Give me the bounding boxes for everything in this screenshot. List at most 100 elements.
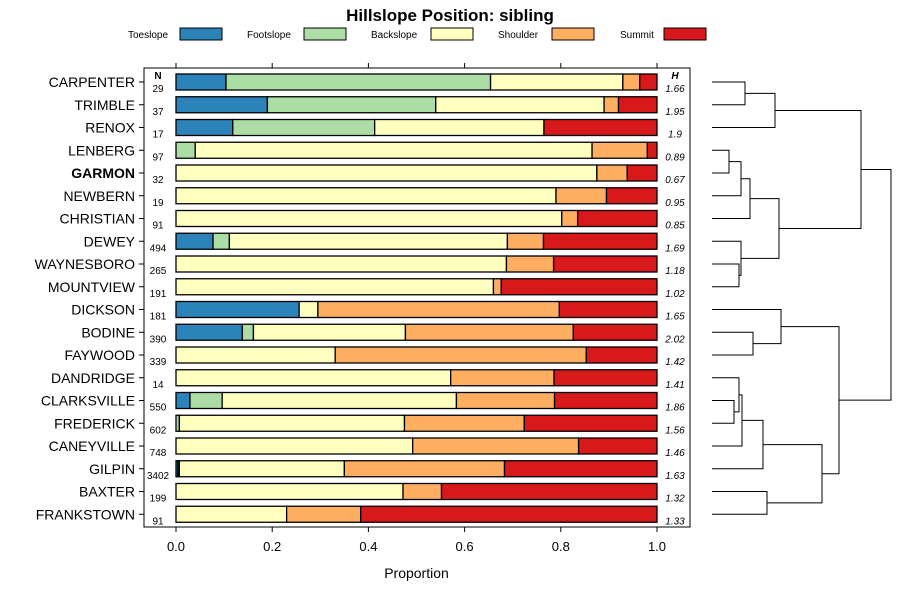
dendrogram-branch [712, 81, 746, 106]
bar-segment-shoulder [285, 505, 362, 523]
bar-segment-shoulder [450, 369, 555, 387]
soil-name-label: TRIMBLE [74, 97, 135, 113]
bar-segment-summit [576, 209, 658, 228]
bar-segment-summit [500, 278, 658, 296]
row-clarksville: CLARKSVILLE 550 1.86 [41, 391, 685, 414]
row-garmon: GARMON 32 0.67 [71, 164, 685, 186]
bar-segment-shoulder [334, 346, 587, 364]
bar-segment-backslope [178, 460, 346, 478]
bar-segment-toeslope [175, 232, 214, 250]
soil-name-label: CARPENTER [49, 74, 135, 90]
soil-name-label: DEWEY [84, 233, 136, 249]
soil-name-label: RENOX [85, 120, 135, 136]
bar-segment-backslope [252, 323, 407, 341]
n-value: 91 [152, 221, 164, 232]
bar-segment-footslope [189, 391, 223, 410]
h-value: 1.32 [665, 494, 685, 505]
bar-segment-toeslope [175, 323, 244, 341]
soil-name-label: CLARKSVILLE [41, 393, 135, 409]
n-value: 37 [152, 107, 164, 118]
dendrogram-branch [712, 149, 730, 174]
bar-segment-shoulder [402, 482, 443, 501]
row-caneyville: CANEYVILLE 748 1.46 [49, 437, 685, 459]
h-value: 1.02 [665, 289, 685, 300]
legend-label-backslope: Backslope [371, 30, 418, 41]
bar-segment-backslope [175, 209, 563, 228]
bar-segment-shoulder [317, 300, 561, 319]
n-value: 550 [150, 403, 167, 414]
bar-segment-footslope [232, 118, 376, 137]
bar-segment-backslope [175, 369, 452, 387]
n-value: 265 [150, 266, 167, 277]
dendrogram-branch [712, 240, 742, 276]
bar-segment-shoulder [506, 232, 545, 250]
bar-segment-shoulder [404, 323, 574, 341]
bar-segment-summit [553, 369, 658, 387]
bar-segment-footslope [225, 73, 492, 91]
soil-name-label: FAYWOOD [64, 347, 135, 363]
bar-segment-shoulder [555, 187, 608, 205]
bar-segment-summit [605, 187, 658, 205]
bar-segment-backslope [175, 255, 508, 273]
bar-segment-summit [542, 232, 658, 250]
row-bodine: BODINE 390 2.02 [81, 323, 685, 345]
bar-segment-backslope [374, 118, 545, 137]
bar-segment-summit [553, 391, 658, 410]
row-newbern: NEWBERN 19 0.95 [63, 187, 685, 209]
row-dickson: DICKSON 181 1.65 [71, 300, 685, 323]
h-value: 1.63 [665, 471, 685, 482]
legend-label-shoulder: Shoulder [498, 30, 539, 41]
bar-segment-footslope [266, 96, 437, 114]
bar-segment-summit [639, 73, 658, 91]
row-faywood: FAYWOOD 339 1.42 [64, 346, 685, 368]
legend-label-summit: Summit [620, 30, 654, 41]
n-value: 748 [150, 448, 167, 459]
bar-segment-shoulder [596, 164, 628, 182]
n-value: 19 [152, 198, 164, 209]
soil-name-label: DANDRIDGE [51, 370, 135, 386]
dendrogram-branch [712, 419, 764, 470]
h-header: H [671, 71, 679, 82]
bar-segment-summit [543, 118, 658, 137]
x-tick-label: 0.2 [263, 539, 281, 554]
n-value: 14 [152, 380, 164, 391]
soil-name-label: GILPIN [89, 461, 135, 477]
n-value: 181 [150, 312, 167, 323]
n-value: 602 [150, 425, 167, 436]
bar-segment-backslope [298, 300, 319, 319]
bar-segment-footslope [241, 323, 255, 341]
h-value: 1.66 [665, 84, 685, 95]
x-tick-label: 0.8 [552, 539, 570, 554]
n-value: 494 [150, 243, 167, 254]
dendrogram-branch [781, 326, 840, 475]
bar-segment-shoulder [561, 209, 579, 228]
x-tick-label: 0.6 [456, 539, 474, 554]
n-header: N [154, 71, 161, 82]
soil-name-label: DICKSON [71, 302, 135, 318]
legend-swatch-backslope [430, 27, 474, 41]
bar-segment-backslope [435, 96, 605, 114]
soil-name-label: MOUNTVIEW [48, 279, 136, 295]
bar-segment-summit [552, 255, 658, 273]
soil-name-label: CHRISTIAN [60, 211, 135, 227]
row-frankstown: FRANKSTOWN 91 1.33 [36, 505, 685, 527]
bar-segment-shoulder [403, 414, 525, 432]
bar-segment-shoulder [492, 278, 502, 296]
n-value: 191 [150, 289, 167, 300]
legend-label-footslope: Footslope [247, 30, 291, 41]
h-value: 0.89 [665, 152, 685, 163]
legend: Toeslope Footslope Backslope Shoulder Summit [128, 27, 707, 41]
soil-name-label: BAXTER [79, 484, 135, 500]
h-value: 1.95 [665, 107, 685, 118]
bar-segment-backslope [175, 346, 336, 364]
dendrogram-branch [712, 331, 754, 356]
soil-name-label: LENBERG [68, 142, 135, 158]
row-baxter: BAXTER 199 1.32 [79, 482, 685, 505]
bar-segment-summit [360, 505, 658, 523]
row-frederick: FREDERICK 602 1.56 [54, 414, 685, 436]
bar-segment-shoulder [622, 73, 641, 91]
h-value: 1.42 [665, 357, 685, 368]
dendrogram-branch [712, 178, 751, 219]
bar-segment-summit [577, 437, 658, 455]
